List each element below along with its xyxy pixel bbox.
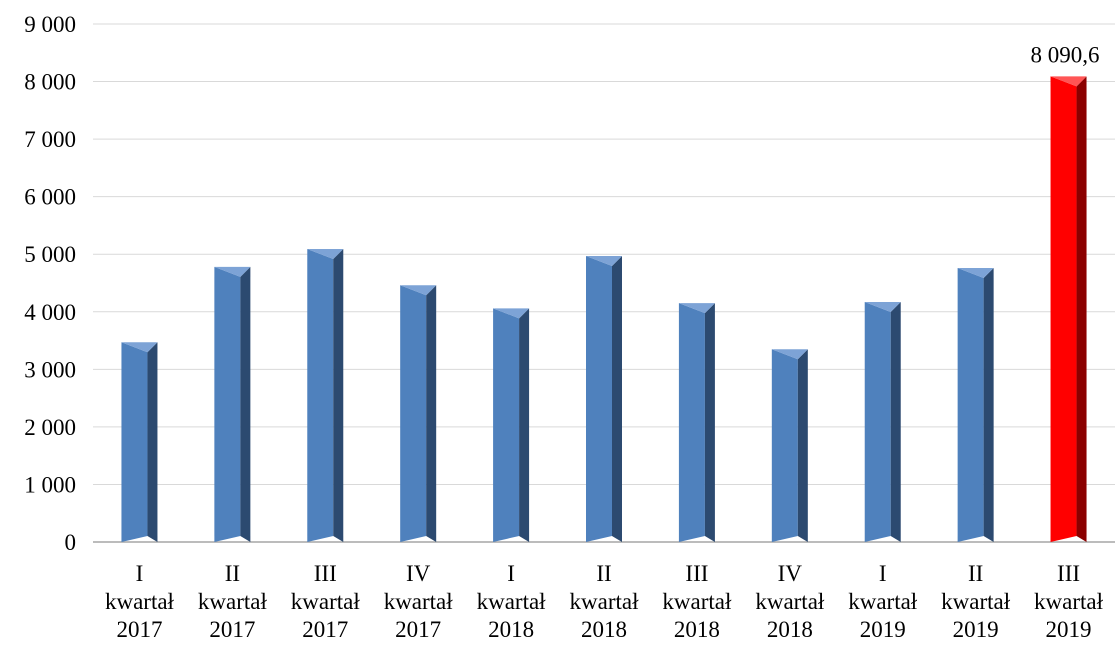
y-tick-label: 2 000 xyxy=(24,415,76,440)
y-tick-label: 9 000 xyxy=(24,12,76,37)
y-tick-label: 7 000 xyxy=(24,127,76,152)
y-tick-label: 3 000 xyxy=(24,357,76,382)
y-axis-tick-labels: 0 1 000 2 000 3 000 4 000 5 000 6 000 7 000 8 00… xyxy=(24,12,76,555)
bars xyxy=(121,76,1087,543)
y-tick-label: 8 000 xyxy=(24,70,76,95)
y-tick-label: 1 000 xyxy=(24,472,76,497)
x-tick-label: III kwartał 2019 xyxy=(1034,561,1104,642)
bar xyxy=(121,342,158,542)
bar xyxy=(771,349,808,542)
x-tick-label: III kwartał 2017 xyxy=(291,561,361,642)
x-tick-label: IV kwartał 2017 xyxy=(384,561,454,642)
x-tick-label: IV kwartał 2018 xyxy=(755,561,825,642)
bar xyxy=(493,308,530,542)
bar xyxy=(957,268,994,542)
x-tick-label: III kwartał 2018 xyxy=(662,561,732,642)
bar xyxy=(1050,76,1087,543)
y-tick-label: 0 xyxy=(65,530,77,555)
bar xyxy=(214,266,251,542)
y-tick-label: 5 000 xyxy=(24,242,76,267)
bar xyxy=(400,285,437,542)
y-tick-label: 6 000 xyxy=(24,185,76,210)
data-label: 8 090,6 xyxy=(1031,42,1100,67)
data-labels: 8 090,6 xyxy=(1031,42,1100,67)
x-tick-label: II kwartał 2018 xyxy=(570,561,640,642)
bar xyxy=(586,255,622,542)
bar xyxy=(678,303,715,542)
x-tick-label: II kwartał 2017 xyxy=(198,561,268,642)
y-tick-label: 4 000 xyxy=(24,300,76,325)
x-tick-label: II kwartał 2019 xyxy=(941,561,1011,642)
bar xyxy=(864,301,901,542)
bar xyxy=(307,249,344,542)
